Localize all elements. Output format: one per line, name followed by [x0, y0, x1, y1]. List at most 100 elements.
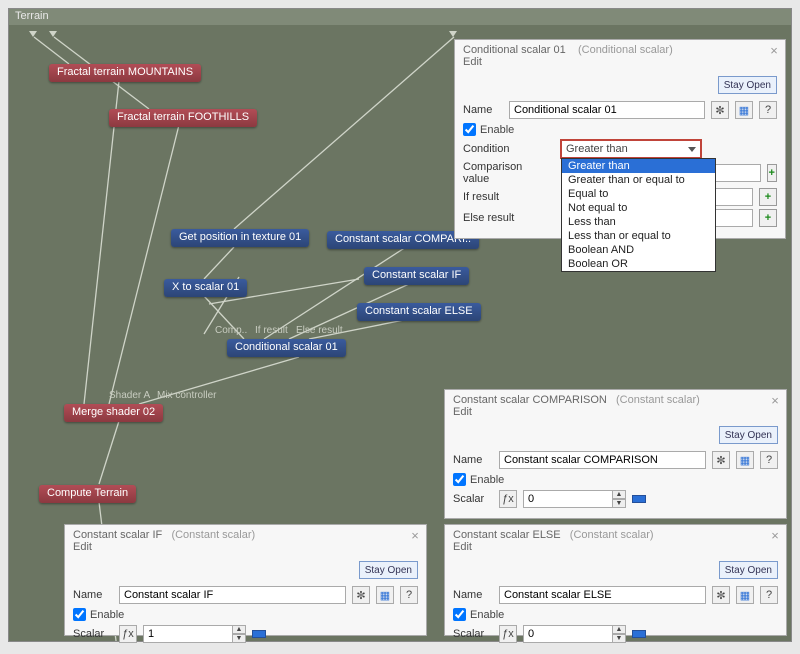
- port-label: Else result: [296, 325, 343, 336]
- slider-handle[interactable]: [252, 630, 266, 638]
- enable-label: Enable: [470, 474, 504, 486]
- enable-checkbox[interactable]: Enable: [73, 608, 418, 621]
- enable-checkbox-input[interactable]: [73, 608, 86, 621]
- panel-type: (Conditional scalar): [578, 44, 673, 56]
- close-icon[interactable]: ×: [768, 394, 782, 408]
- node-const-if[interactable]: Constant scalar IF: [364, 267, 469, 285]
- node-fractal-foothills[interactable]: Fractal terrain FOOTHILLS: [109, 109, 257, 127]
- gear-icon[interactable]: ✼: [352, 586, 370, 604]
- stay-open-button[interactable]: Stay Open: [718, 76, 777, 94]
- enable-checkbox-input[interactable]: [453, 473, 466, 486]
- slider-handle[interactable]: [632, 495, 646, 503]
- help-icon[interactable]: ?: [759, 101, 777, 119]
- enable-label: Enable: [480, 124, 514, 136]
- scalar-spinner[interactable]: ▲▼: [143, 625, 246, 643]
- panel-const-comparison: × Constant scalar COMPARISON (Constant s…: [444, 389, 787, 519]
- name-field[interactable]: [499, 451, 706, 469]
- chevron-down-icon: [688, 147, 696, 152]
- stay-open-button[interactable]: Stay Open: [719, 561, 778, 579]
- spin-down-icon[interactable]: ▼: [612, 634, 626, 643]
- fx-icon[interactable]: ƒx: [119, 625, 137, 643]
- scalar-spinner[interactable]: ▲▼: [523, 490, 626, 508]
- port-in-icon: [449, 31, 457, 37]
- enable-checkbox-input[interactable]: [463, 123, 476, 136]
- scalar-field[interactable]: [143, 625, 233, 643]
- gear-icon[interactable]: ✼: [712, 451, 730, 469]
- dropdown-option[interactable]: Greater than or equal to: [562, 173, 715, 187]
- comparison-label: Comparison value: [463, 161, 522, 185]
- dropdown-option[interactable]: Less than: [562, 215, 715, 229]
- node-fractal-mountains[interactable]: Fractal terrain MOUNTAINS: [49, 64, 201, 82]
- node-get-position[interactable]: Get position in texture 01: [171, 229, 309, 247]
- help-icon[interactable]: ?: [760, 586, 778, 604]
- help-icon[interactable]: ?: [400, 586, 418, 604]
- spin-up-icon[interactable]: ▲: [612, 625, 626, 634]
- gear-icon[interactable]: ✼: [711, 101, 729, 119]
- name-field[interactable]: [119, 586, 346, 604]
- add-icon[interactable]: +: [759, 188, 777, 206]
- add-icon[interactable]: +: [759, 209, 777, 227]
- panel-conditional-scalar: × Conditional scalar 01 (Conditional sca…: [454, 39, 786, 239]
- ifresult-label: If result: [463, 191, 555, 203]
- port-label: If result: [255, 325, 288, 336]
- dropdown-option[interactable]: Equal to: [562, 187, 715, 201]
- port-label: Mix controller: [157, 390, 216, 401]
- spin-down-icon[interactable]: ▼: [612, 499, 626, 508]
- scalar-spinner[interactable]: ▲▼: [523, 625, 626, 643]
- node-merge-shader[interactable]: Merge shader 02: [64, 404, 163, 422]
- slider-handle[interactable]: [632, 630, 646, 638]
- name-field[interactable]: [509, 101, 705, 119]
- condition-dropdown[interactable]: Greater than Greater than or equal to Eq…: [561, 158, 716, 272]
- panel-title: Conditional scalar 01: [463, 44, 566, 56]
- scalar-label: Scalar: [453, 628, 493, 640]
- condition-value: Greater than: [566, 143, 628, 155]
- panel-const-else: × Constant scalar ELSE (Constant scalar)…: [444, 524, 787, 636]
- enable-checkbox[interactable]: Enable: [463, 123, 777, 136]
- gear-icon[interactable]: ✼: [712, 586, 730, 604]
- dropdown-option[interactable]: Boolean OR: [562, 257, 715, 271]
- help-icon[interactable]: ?: [760, 451, 778, 469]
- panel-title: Constant scalar IF: [73, 529, 162, 541]
- node-x-to-scalar[interactable]: X to scalar 01: [164, 279, 247, 297]
- panel-type: (Constant scalar): [616, 394, 700, 406]
- node-compute-terrain[interactable]: Compute Terrain: [39, 485, 136, 503]
- dropdown-option[interactable]: Not equal to: [562, 201, 715, 215]
- node-graph-canvas[interactable]: Terrain Fractal terrain MOUNTAINS Fracta…: [8, 8, 792, 642]
- dropdown-option[interactable]: Greater than: [562, 159, 715, 173]
- close-icon[interactable]: ×: [768, 529, 782, 543]
- spin-up-icon[interactable]: ▲: [232, 625, 246, 634]
- name-field[interactable]: [499, 586, 706, 604]
- close-icon[interactable]: ×: [767, 44, 781, 58]
- color-icon[interactable]: ▦: [735, 101, 753, 119]
- stay-open-button[interactable]: Stay Open: [359, 561, 418, 579]
- spin-down-icon[interactable]: ▼: [232, 634, 246, 643]
- close-icon[interactable]: ×: [408, 529, 422, 543]
- fx-icon[interactable]: ƒx: [499, 625, 517, 643]
- port-in-icon: [29, 31, 37, 37]
- enable-checkbox-input[interactable]: [453, 608, 466, 621]
- panel-type: (Constant scalar): [570, 529, 654, 541]
- scalar-field[interactable]: [523, 625, 613, 643]
- condition-select[interactable]: Greater than Greater than Greater than o…: [561, 140, 701, 158]
- name-label: Name: [453, 589, 493, 601]
- elseresult-label: Else result: [463, 212, 555, 224]
- enable-label: Enable: [90, 609, 124, 621]
- add-icon[interactable]: +: [767, 164, 777, 182]
- node-const-else[interactable]: Constant scalar ELSE: [357, 303, 481, 321]
- color-icon[interactable]: ▦: [736, 451, 754, 469]
- edit-label: Edit: [65, 541, 426, 557]
- panel-type: (Constant scalar): [171, 529, 255, 541]
- color-icon[interactable]: ▦: [736, 586, 754, 604]
- node-conditional[interactable]: Conditional scalar 01: [227, 339, 346, 357]
- spin-up-icon[interactable]: ▲: [612, 490, 626, 499]
- dropdown-option[interactable]: Boolean AND: [562, 243, 715, 257]
- fx-icon[interactable]: ƒx: [499, 490, 517, 508]
- scalar-field[interactable]: [523, 490, 613, 508]
- color-icon[interactable]: ▦: [376, 586, 394, 604]
- edit-label: Edit: [455, 56, 785, 72]
- enable-checkbox[interactable]: Enable: [453, 608, 778, 621]
- edit-label: Edit: [445, 406, 786, 422]
- dropdown-option[interactable]: Less than or equal to: [562, 229, 715, 243]
- enable-checkbox[interactable]: Enable: [453, 473, 778, 486]
- stay-open-button[interactable]: Stay Open: [719, 426, 778, 444]
